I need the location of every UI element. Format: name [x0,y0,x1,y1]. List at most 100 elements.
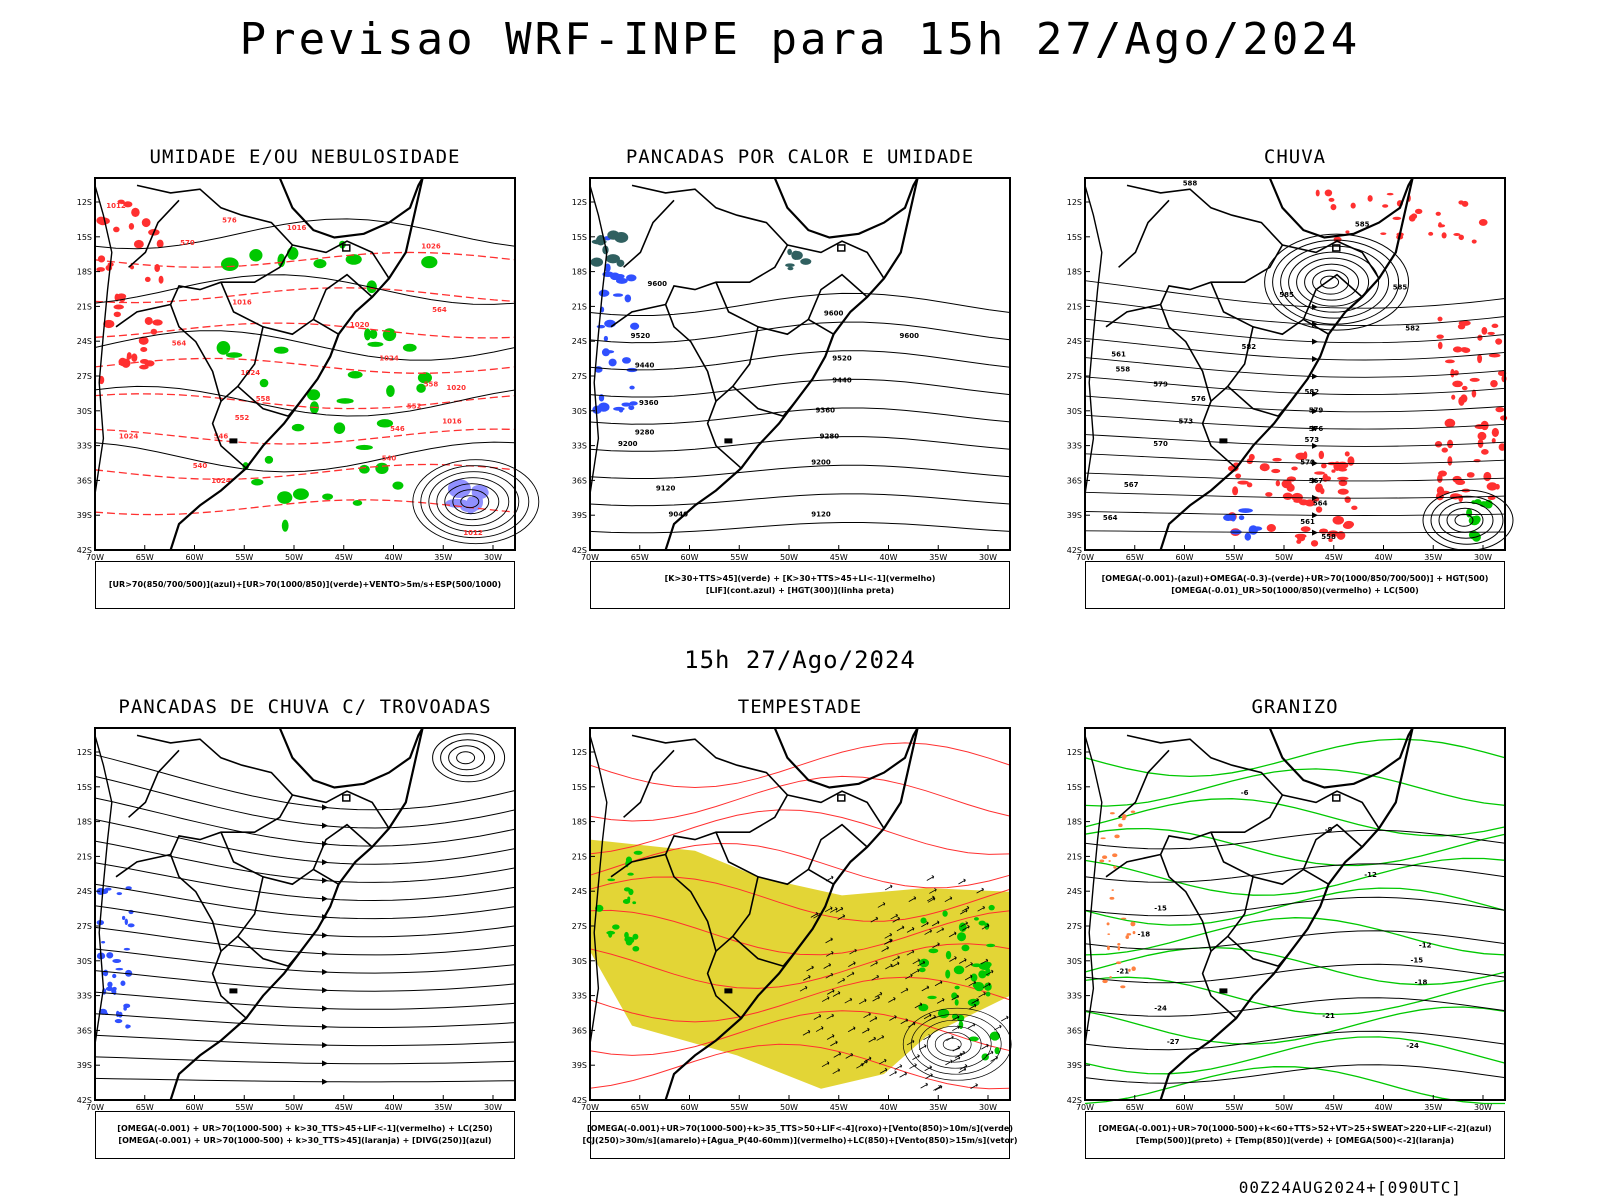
shaded-area [942,910,948,917]
shaded-area [97,216,108,226]
shaded-area [1107,933,1111,936]
wind-vector [949,956,957,962]
shaded-area [158,275,164,284]
wind-vector [985,1050,994,1057]
lon-tick-label: 70W [1076,1103,1094,1112]
streamline [1084,530,1506,534]
shaded-area [1452,380,1463,388]
wind-vector [923,1034,931,1041]
precip-water-contour [589,909,1011,956]
contour-label: 585 [1355,220,1370,228]
shaded-area [113,304,124,310]
shaded-area [800,258,812,265]
wind-vector [869,1016,878,1023]
wind-vector [925,1073,933,1080]
cyclone-contour [1446,507,1484,533]
jet-stream-area [590,839,1010,1089]
contour-label: 9360 [639,399,659,407]
lat-tick-label: 21S [77,302,92,311]
lat-tick-label: 24S [572,887,587,896]
contour-label: 9440 [635,362,655,370]
lat-tick-label: 39S [1067,511,1082,520]
contour-label: 552 [407,403,422,411]
precip-water-contour [589,809,1011,855]
streamline [94,1056,516,1065]
lat-tick-label: 24S [77,337,92,346]
lon-tick-label: 60W [680,1103,698,1112]
lon-tick-label: 65W [136,1103,154,1112]
shaded-area [625,856,632,864]
map-background [95,178,515,550]
wind-vector [823,963,832,969]
caption-line: [Temp(500)](preto) + [Temp(850)](verde) … [1135,1136,1455,1145]
shaded-area [621,402,631,407]
shaded-area [366,280,377,294]
shaded-area [1392,216,1402,220]
wind-vector [896,925,905,932]
shaded-area [1337,488,1349,495]
contour-label: 1016 [287,224,307,232]
cyclone-contour [460,495,480,509]
lat-tick-label: 30S [77,407,92,416]
lon-tick-label: 45W [335,553,353,562]
shaded-area [1491,323,1499,328]
contour-label: 573 [1178,418,1193,426]
wind-vector [907,1021,916,1028]
wind-vector [872,995,880,1002]
caption-line: [UR>70(850/700/500)](azul)+[UR>70(1000/8… [108,580,502,589]
shaded-area [1120,917,1127,920]
shaded-area [632,901,637,905]
wind-vector [911,968,920,975]
streamline [1084,376,1506,396]
contour-label: -21 [1116,968,1129,976]
shaded-area [1437,316,1443,322]
streamline [94,970,516,992]
streamline-arrow [322,895,328,902]
country-border [715,876,759,952]
shaded-area [1109,896,1115,900]
streamline-arrow [322,987,328,994]
wind-vector [934,980,943,987]
precip-water-contour [589,742,1011,789]
wind-vector [978,991,986,998]
lat-tick-label: 42S [77,546,92,555]
lon-tick-label: 35W [434,553,452,562]
streamline [1084,337,1506,361]
shaded-area [1310,540,1319,547]
contour-label: 540 [193,462,208,470]
shaded-area [144,316,153,325]
lat-tick-label: 30S [1067,957,1082,966]
contour-label: 540 [382,455,397,463]
wind-vector [959,958,967,964]
streamline-arrow [1312,477,1318,484]
streamline [94,797,516,847]
wind-vector [849,948,857,955]
wind-vector [981,923,990,930]
contour-label: 1024 [211,477,231,485]
caption-line: [OMEGA(-0.001) + UR>70(1000-500) + k>30_… [118,1136,492,1145]
wind-vector [976,887,984,894]
country-border [1210,831,1330,886]
shaded-area [392,481,404,490]
lat-tick-label: 18S [77,268,92,277]
shaded-area [1111,889,1114,891]
thickness-contour [94,357,516,374]
wind-vector [952,1025,960,1032]
lon-tick-label: 65W [1126,1103,1144,1112]
shaded-area [1109,812,1115,815]
shaded-area [961,944,970,952]
lon-tick-label: 50W [1275,553,1293,562]
contour-label: 585 [1393,284,1408,292]
contour-label: 1024 [119,432,139,440]
lat-tick-label: 42S [77,1096,92,1105]
shaded-area [918,967,926,973]
main-title: Previsao WRF-INPE para 15h 27/Ago/2024 [239,14,1361,65]
contour-label: 9120 [656,484,676,492]
cyclone-contour [1304,263,1360,301]
contour-label: -24 [1406,1042,1419,1050]
lat-tick-label: 33S [77,442,92,451]
lon-tick-label: 40W [879,1103,897,1112]
shaded-area [1102,855,1108,860]
wind-vector [906,927,915,933]
lon-tick-label: 35W [1424,1103,1442,1112]
